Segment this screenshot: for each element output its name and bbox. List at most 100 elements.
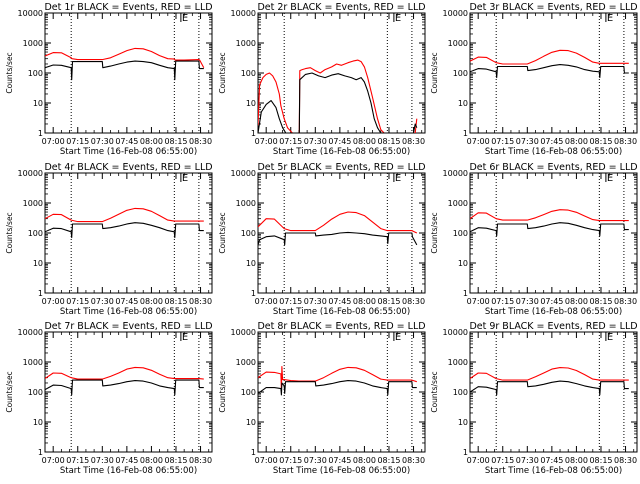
series-line-events: [45, 222, 204, 239]
y-tick-label: 1: [38, 289, 43, 298]
y-tick-label: 1: [463, 129, 468, 138]
x-tick-label: 07:00: [467, 297, 490, 306]
y-tick-label: 1: [38, 448, 43, 457]
plot-frame: [469, 331, 638, 453]
x-tick-label: 08:30: [189, 137, 212, 146]
series-line-events: [470, 380, 629, 396]
event-marker-label: E: [607, 332, 613, 343]
x-tick-label: 08:00: [140, 137, 163, 146]
x-tick-label: 07:00: [42, 456, 65, 465]
x-tick-label: 08:00: [565, 137, 588, 146]
panel-title: Det 8r BLACK = Events, RED = LLD: [257, 321, 425, 332]
series-line-events: [45, 60, 204, 81]
series-group: [470, 49, 629, 79]
x-tick-label: 07:00: [255, 137, 278, 146]
y-axis-label: Counts/sec: [430, 52, 439, 93]
y-tick-label: 10000: [443, 169, 468, 178]
x-tick-label: 07:30: [91, 297, 114, 306]
y-tick-label: 1000: [236, 199, 256, 208]
plot-frame: [469, 172, 638, 294]
x-tick-label: 07:15: [66, 297, 89, 306]
series-group: [470, 209, 629, 237]
y-tick-label: 1000: [236, 39, 256, 48]
x-tick-label: 08:15: [589, 297, 612, 306]
series-line-events: [258, 380, 417, 396]
y-tick-label: 10000: [443, 9, 468, 18]
series-group: [258, 211, 418, 246]
x-tick-label: 08:15: [164, 137, 187, 146]
panel-8: Det 8r BLACK = Events, RED = LLD 1 10 100 10…: [218, 321, 426, 476]
series-group: [45, 47, 205, 81]
x-tick-label: 07:45: [540, 297, 563, 306]
x-tick-label: 08:15: [377, 297, 400, 306]
series-line-events: [258, 72, 418, 133]
panel-title: Det 4r BLACK = Events, RED = LLD: [44, 162, 212, 173]
x-tick-label: 08:00: [565, 456, 588, 465]
x-tick-label: 07:45: [328, 297, 351, 306]
series-group: [45, 366, 204, 396]
x-tick-label: 07:45: [540, 137, 563, 146]
series-line-lld: [470, 49, 629, 65]
x-tick-label: 07:30: [516, 297, 539, 306]
x-tick-label: 07:45: [115, 137, 138, 146]
series-group: [470, 367, 629, 396]
y-axis-label: Counts/sec: [5, 52, 14, 93]
panel-title: Det 7r BLACK = Events, RED = LLD: [44, 321, 212, 332]
series-line-lld: [470, 367, 629, 381]
event-marker-label: E: [607, 173, 613, 184]
panel-2: Det 2r BLACK = Events, RED = LLD 1 10 100 10…: [218, 2, 426, 157]
y-tick-label: 10000: [18, 9, 43, 18]
series-group: [258, 59, 418, 133]
series-line-events: [258, 231, 418, 246]
series-line-lld: [258, 211, 418, 234]
x-tick-label: 07:00: [467, 456, 490, 465]
x-tick-label: 08:30: [614, 456, 637, 465]
x-axis-label: Start Time (16-Feb-08 06:55:00): [485, 147, 622, 157]
series-line-lld: [45, 47, 205, 68]
x-tick-label: 08:15: [377, 456, 400, 465]
panel-title: Det 5r BLACK = Events, RED = LLD: [257, 162, 425, 173]
x-tick-label: 07:15: [279, 297, 302, 306]
y-axis-label: Counts/sec: [5, 212, 14, 253]
y-tick-label: 1: [463, 448, 468, 457]
panel-title: Det 2r BLACK = Events, RED = LLD: [257, 2, 425, 13]
y-tick-label: 100: [28, 388, 43, 397]
y-tick-label: 10000: [231, 9, 256, 18]
y-tick-label: 10: [458, 99, 468, 108]
y-tick-label: 1: [251, 129, 256, 138]
x-tick-label: 07:30: [304, 137, 327, 146]
y-tick-label: 10000: [231, 328, 256, 337]
x-tick-label: 08:30: [402, 456, 425, 465]
x-axis-label: Start Time (16-Feb-08 06:55:00): [273, 147, 410, 157]
series-line-lld: [258, 59, 418, 133]
x-axis-label: Start Time (16-Feb-08 06:55:00): [485, 307, 622, 317]
series-line-events: [470, 64, 629, 79]
y-tick-label: 1000: [448, 358, 468, 367]
x-axis-label: Start Time (16-Feb-08 06:55:00): [273, 307, 410, 317]
y-tick-label: 10: [458, 259, 468, 268]
y-tick-label: 10000: [443, 328, 468, 337]
x-tick-label: 08:00: [140, 297, 163, 306]
y-axis-label: Counts/sec: [218, 212, 227, 253]
y-tick-label: 1000: [236, 358, 256, 367]
y-tick-label: 10: [33, 99, 43, 108]
panel-1: Det 1r BLACK = Events, RED = LLD 1 10 100 10…: [5, 2, 213, 157]
x-axis-label: Start Time (16-Feb-08 06:55:00): [273, 466, 410, 476]
x-tick-label: 07:15: [66, 137, 89, 146]
y-axis-label: Counts/sec: [218, 371, 227, 412]
x-tick-label: 08:30: [402, 137, 425, 146]
event-marker-label: E: [395, 13, 401, 24]
plot-frame: [44, 12, 213, 134]
y-tick-label: 100: [241, 388, 256, 397]
y-tick-label: 10: [246, 99, 256, 108]
x-tick-label: 08:30: [189, 456, 212, 465]
panel-title: Det 1r BLACK = Events, RED = LLD: [44, 2, 212, 13]
y-tick-label: 100: [28, 229, 43, 238]
y-tick-label: 1: [251, 289, 256, 298]
event-marker-label: E: [607, 13, 613, 24]
x-tick-label: 08:00: [140, 456, 163, 465]
x-tick-label: 08:30: [402, 297, 425, 306]
panel-4: Det 4r BLACK = Events, RED = LLD 1 10 100 10…: [5, 162, 213, 317]
y-tick-label: 100: [453, 69, 468, 78]
